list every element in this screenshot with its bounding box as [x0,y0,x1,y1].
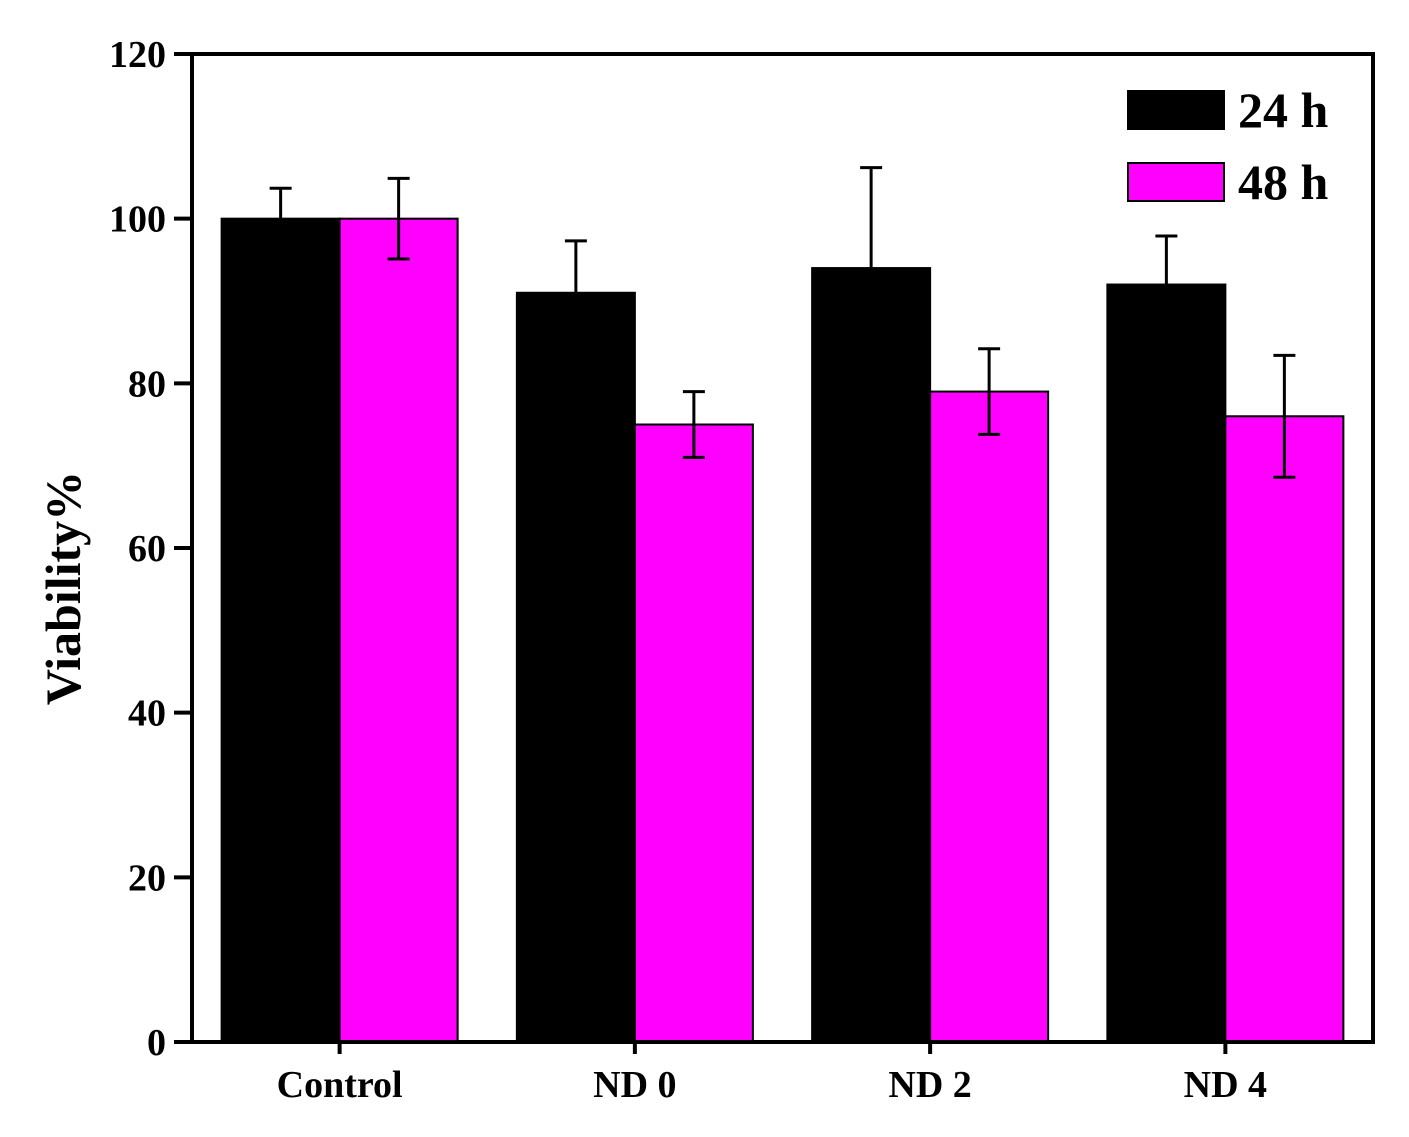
legend-label: 48 h [1238,154,1329,210]
x-tick-label: ND 4 [1184,1064,1267,1106]
y-axis: 0 20 40 60 80 100 120 [109,34,192,1064]
x-tick-label: ND 2 [888,1064,971,1106]
bars-layer [220,217,1345,1044]
x-tick-label: Control [277,1064,403,1106]
legend-swatch-24h [1127,90,1225,130]
bar-48h-nd-4 [1224,415,1345,1043]
bar-24h-control [220,217,341,1043]
bar-24h-nd-2 [811,267,932,1044]
y-tick-label: 120 [109,34,166,76]
y-tick-label: 80 [128,363,166,405]
y-tick-label: 100 [109,199,166,241]
bar-24h-nd-0 [515,291,636,1043]
y-tick-label: 20 [128,857,166,899]
bar-48h-control [338,217,459,1043]
y-tick-label: 60 [128,528,166,570]
bar-48h-nd-0 [633,423,754,1043]
x-tick-label: ND 0 [593,1064,676,1106]
y-tick-label: 0 [147,1022,166,1064]
bar-48h-nd-2 [929,390,1050,1044]
y-axis-title: Viability% [35,471,91,705]
bar-24h-nd-4 [1106,283,1227,1043]
y-tick-label: 40 [128,693,166,735]
legend-swatch-48h [1127,162,1225,202]
error-bars-layer [269,166,1296,479]
legend-label: 24 h [1238,82,1329,138]
x-axis: Control ND 0 ND 2 ND 4 [277,1042,1267,1106]
legend: 24 h 48 h [1127,82,1329,210]
